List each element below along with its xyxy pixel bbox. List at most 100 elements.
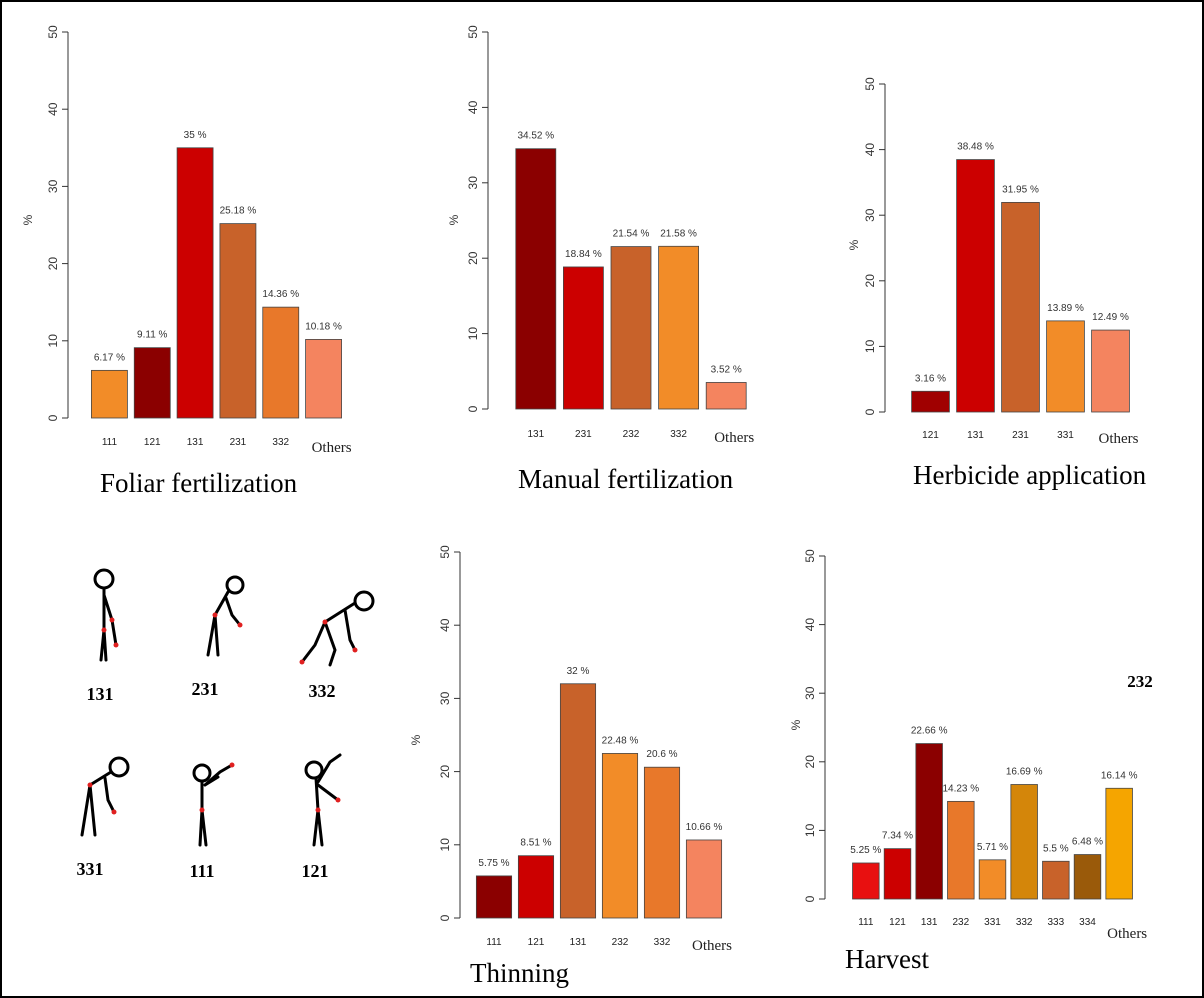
y-tick-label: 0: [466, 405, 480, 412]
bar: [177, 148, 213, 418]
y-tick-label: 10: [863, 339, 877, 353]
bar: [611, 247, 651, 409]
bar: [916, 744, 943, 899]
value-label: 22.66 %: [911, 726, 948, 737]
bar: [263, 307, 299, 418]
x-tick-label: 232: [612, 937, 629, 948]
x-tick-label: Others: [312, 440, 352, 456]
y-tick-label: 40: [466, 100, 480, 114]
y-tick-label: 50: [466, 25, 480, 39]
x-tick-label: 111: [102, 437, 118, 448]
value-label: 18.84 %: [565, 249, 602, 260]
x-tick-label: 332: [272, 437, 289, 448]
value-label: 16.69 %: [1006, 767, 1043, 778]
y-tick-label: 50: [438, 545, 452, 559]
chart-title: Foliar fertilization: [100, 468, 298, 498]
value-label: 16.14 %: [1101, 770, 1138, 781]
value-label: 20.6 %: [646, 749, 677, 760]
value-label: 5.5 %: [1043, 843, 1069, 854]
x-tick-label: 231: [1012, 430, 1029, 441]
x-tick-label: 231: [575, 429, 592, 440]
y-tick-label: 30: [46, 179, 60, 193]
value-label: 3.16 %: [915, 373, 946, 384]
posture-label: 331: [77, 859, 104, 879]
y-axis-label: %: [447, 214, 461, 225]
y-tick-label: 40: [438, 618, 452, 632]
y-tick-label: 0: [863, 408, 877, 415]
chart-title: Harvest: [845, 944, 929, 974]
y-tick-label: 20: [863, 274, 877, 288]
value-label: 5.71 %: [977, 842, 1008, 853]
bar: [91, 370, 127, 418]
bar: [979, 860, 1006, 899]
value-label: 22.48 %: [602, 735, 639, 746]
y-tick-label: 50: [803, 549, 817, 563]
x-tick-label: 334: [1079, 917, 1096, 928]
y-tick-label: 20: [46, 257, 60, 271]
y-tick-label: 10: [466, 327, 480, 341]
x-tick-label: 333: [1047, 917, 1064, 928]
value-label: 34.52 %: [517, 131, 554, 142]
x-tick-label: 131: [527, 429, 544, 440]
bar: [516, 149, 556, 409]
x-tick-label: 232: [623, 429, 640, 440]
x-tick-label: Others: [692, 938, 732, 954]
bar: [957, 160, 995, 412]
y-tick-label: 30: [803, 686, 817, 700]
value-label: 12.49 %: [1092, 312, 1129, 323]
bar: [912, 391, 950, 412]
value-label: 21.54 %: [613, 229, 650, 240]
value-label: 14.36 %: [262, 289, 299, 300]
y-tick-label: 0: [46, 414, 60, 421]
value-label: 38.48 %: [957, 142, 994, 153]
x-tick-label: 332: [670, 429, 687, 440]
y-axis-label: %: [789, 719, 803, 730]
bar: [1092, 330, 1130, 412]
bar: [884, 849, 911, 899]
y-tick-label: 30: [863, 208, 877, 222]
x-tick-label: 121: [144, 437, 161, 448]
y-tick-label: 0: [438, 914, 452, 921]
bar: [134, 348, 170, 418]
bar: [602, 753, 637, 918]
x-tick-label: 232: [952, 917, 969, 928]
value-label: 5.25 %: [850, 845, 881, 856]
x-tick-label: 111: [858, 917, 874, 928]
x-tick-label: Others: [714, 430, 754, 446]
y-tick-label: 20: [466, 251, 480, 265]
value-label: 21.58 %: [660, 228, 697, 239]
posture-label: 121: [302, 861, 329, 881]
value-label: 8.51 %: [520, 838, 551, 849]
annotation: 232: [1127, 672, 1153, 691]
bar: [1074, 855, 1101, 899]
bar: [476, 876, 511, 918]
x-tick-label: 121: [889, 917, 906, 928]
bar: [853, 863, 880, 899]
bar: [1047, 321, 1085, 412]
x-tick-label: 121: [922, 430, 939, 441]
x-tick-label: 331: [1057, 430, 1074, 441]
figure: 131 231 332 331 111: [0, 0, 1204, 998]
value-label: 6.48 %: [1072, 837, 1103, 848]
bar: [1002, 202, 1040, 412]
value-label: 5.75 %: [478, 858, 509, 869]
bar: [948, 801, 975, 899]
y-axis-label: %: [847, 239, 861, 250]
bar: [1043, 861, 1070, 899]
y-tick-label: 40: [803, 618, 817, 632]
x-tick-label: Others: [1099, 431, 1139, 447]
value-label: 10.66 %: [686, 822, 723, 833]
x-tick-label: 231: [230, 437, 247, 448]
y-tick-label: 40: [46, 102, 60, 116]
chart-title: Manual fertilization: [518, 464, 734, 494]
posture-label: 131: [87, 684, 114, 704]
x-tick-label: 331: [984, 917, 1001, 928]
x-tick-label: 111: [486, 937, 502, 948]
value-label: 3.52 %: [711, 364, 742, 375]
posture-label: 111: [189, 861, 214, 881]
y-tick-label: 20: [438, 765, 452, 779]
y-tick-label: 40: [863, 143, 877, 157]
bar: [1011, 785, 1038, 899]
value-label: 14.23 %: [942, 783, 979, 794]
y-tick-label: 50: [863, 77, 877, 91]
